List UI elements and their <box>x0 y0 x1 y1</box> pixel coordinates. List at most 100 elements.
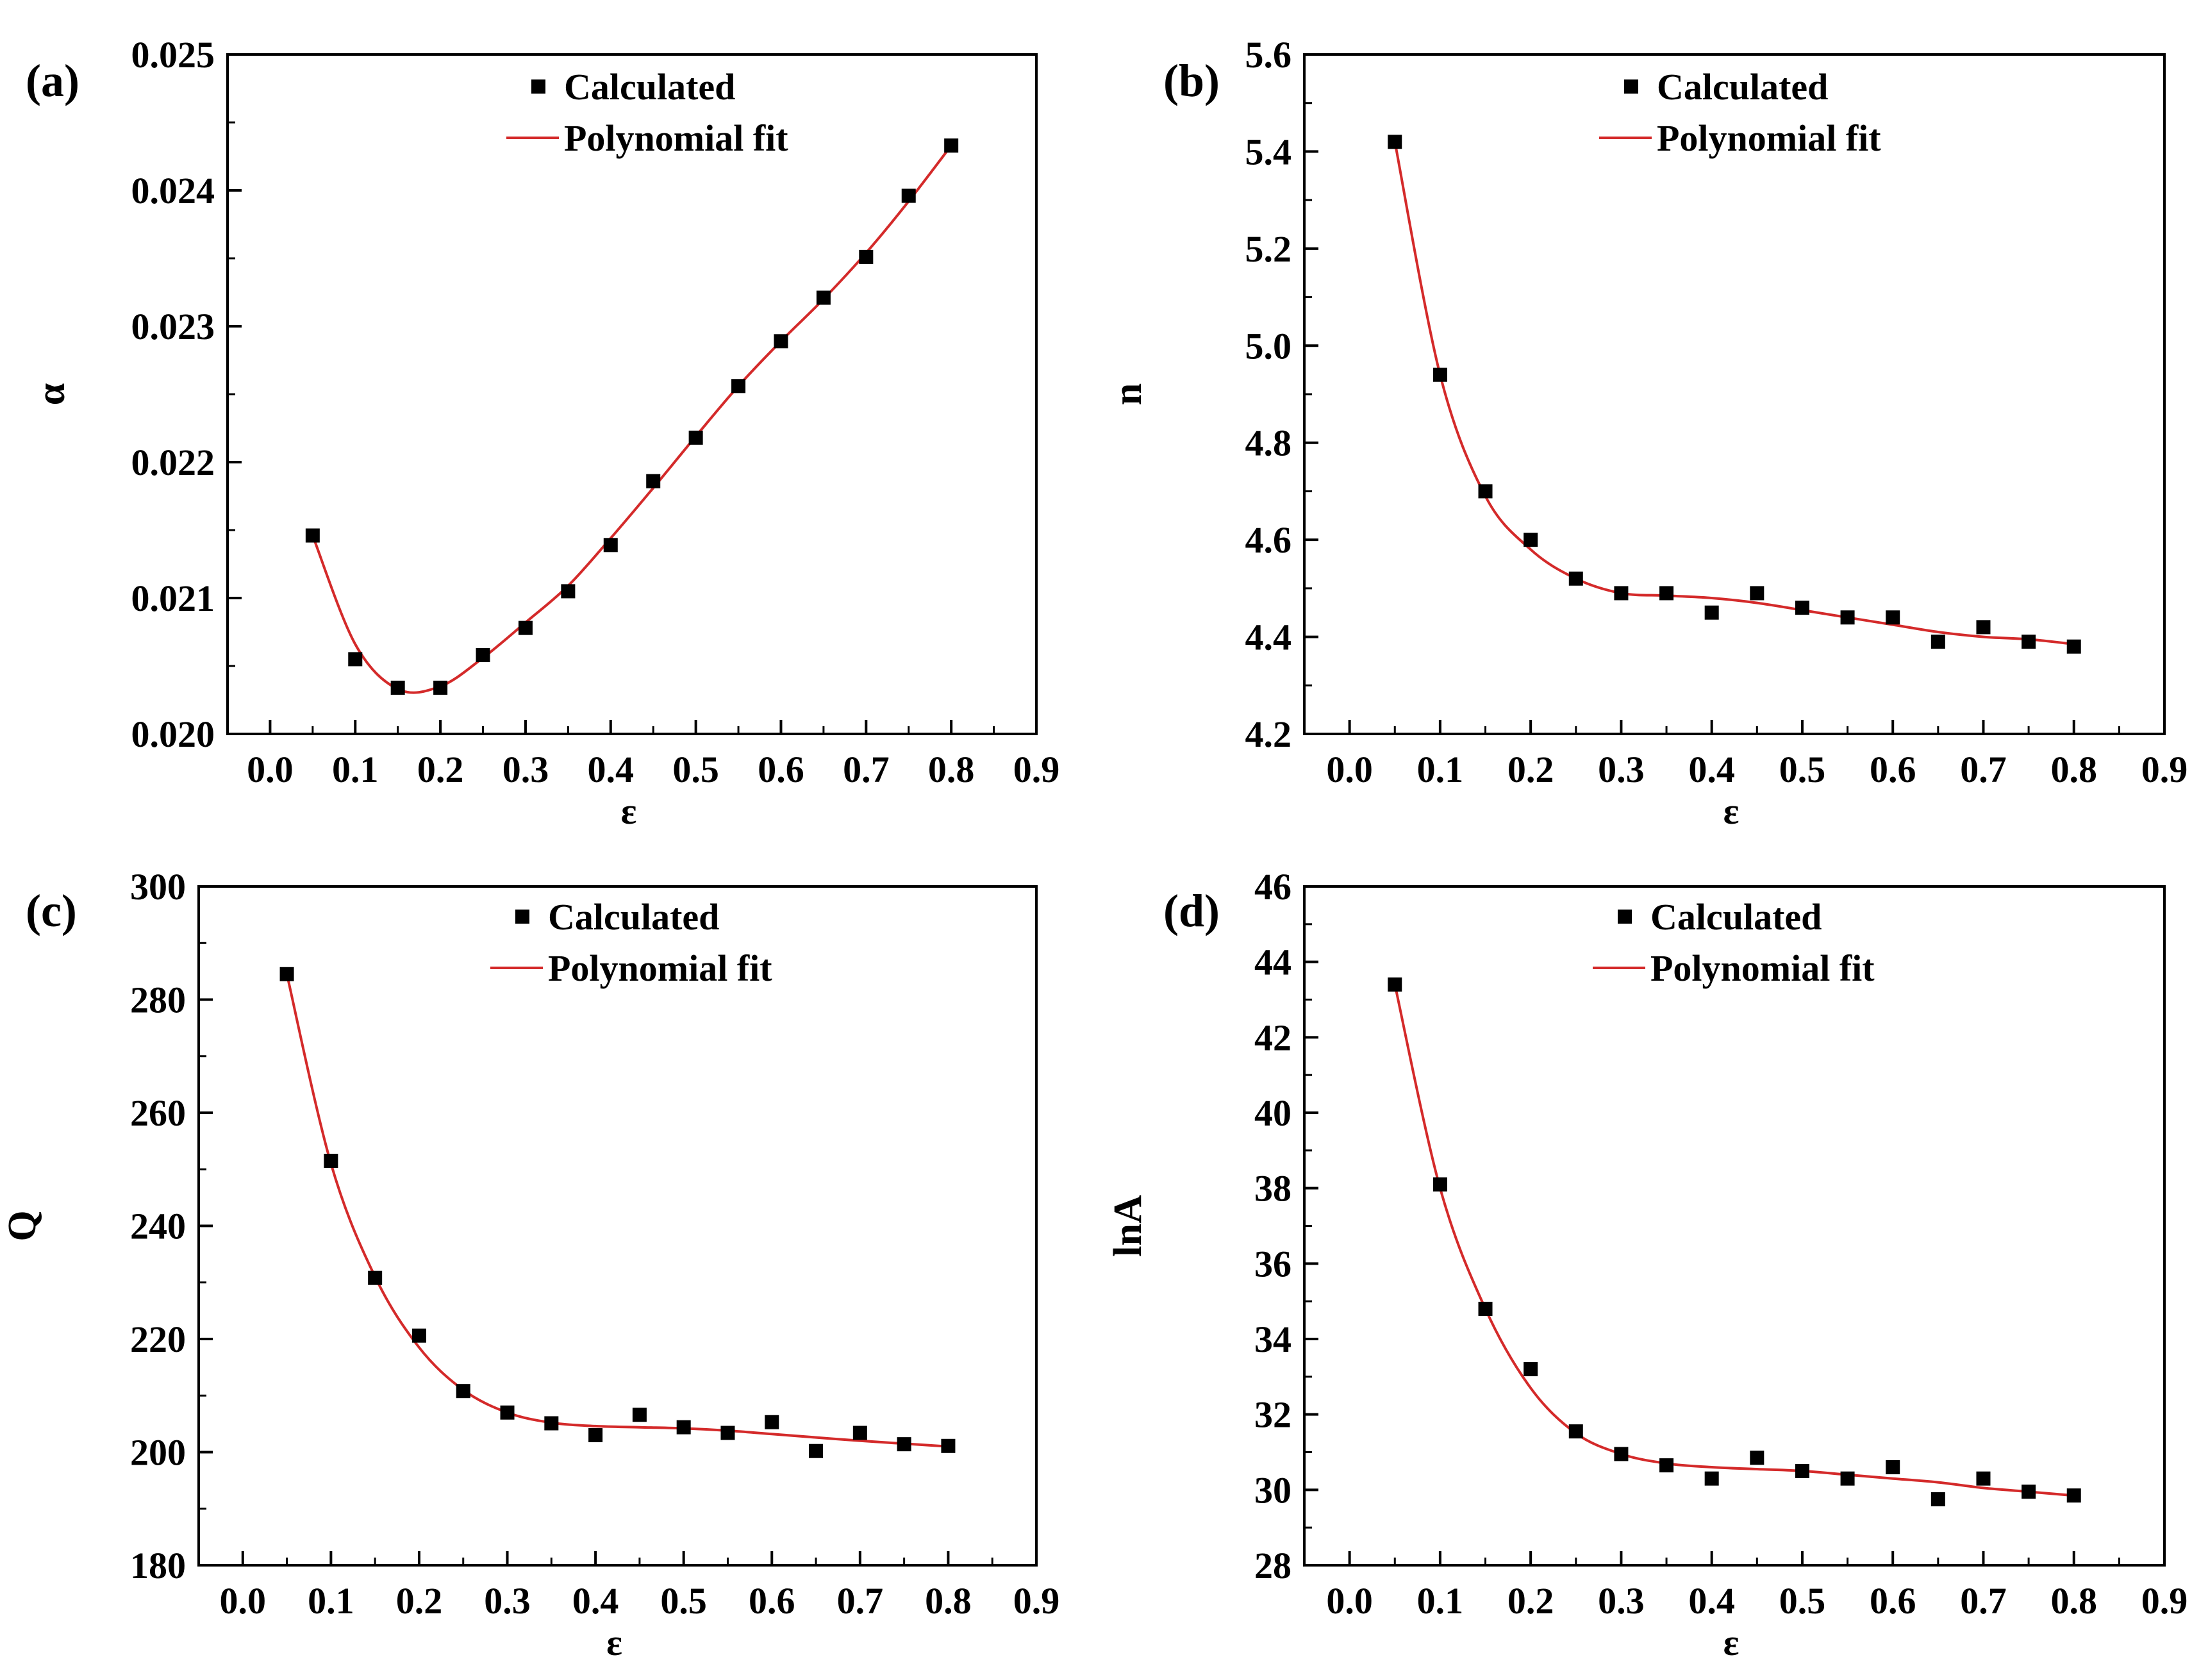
data-point <box>1388 977 1402 992</box>
data-point <box>324 1154 338 1169</box>
data-point <box>2066 639 2081 654</box>
data-point <box>544 1416 559 1431</box>
y-tick-label: 38 <box>1254 1168 1291 1210</box>
x-tick-label: 0.1 <box>1417 749 1464 790</box>
x-tick-label: 0.8 <box>925 1580 972 1622</box>
y-tick-label: 5.4 <box>1245 131 1292 172</box>
x-tick-label: 0.2 <box>396 1580 443 1622</box>
y-axis-label: n <box>1106 383 1150 405</box>
x-tick-label: 0.6 <box>749 1580 795 1622</box>
fit-curve <box>1393 984 2074 1497</box>
y-tick-label: 0.023 <box>131 306 215 347</box>
legend-label-calculated: Calculated <box>1650 896 1822 938</box>
data-point <box>774 334 788 349</box>
data-point <box>1750 1451 1764 1465</box>
x-tick-label: 0.1 <box>332 749 379 790</box>
data-point <box>279 967 294 981</box>
data-point <box>646 474 661 488</box>
data-point <box>603 538 618 553</box>
y-tick-label: 200 <box>130 1432 186 1474</box>
y-tick-label: 4.6 <box>1245 519 1292 561</box>
x-tick-label: 0.4 <box>1688 1580 1735 1622</box>
y-tick-label: 40 <box>1254 1092 1291 1134</box>
data-point <box>941 1438 956 1453</box>
data-point <box>1704 605 1719 620</box>
y-tick-label: 5.2 <box>1245 228 1292 270</box>
x-tick-label: 0.3 <box>484 1580 531 1622</box>
x-tick-label: 0.6 <box>1870 749 1916 790</box>
data-point <box>1795 1463 1809 1478</box>
x-tick-label: 0.5 <box>672 749 719 790</box>
data-point <box>1886 1460 1900 1475</box>
panel-label: (d) <box>1163 885 1220 936</box>
x-tick-label: 0.2 <box>1507 749 1554 790</box>
legend-marker-calculated <box>1624 79 1638 94</box>
x-axis-label: ε <box>606 1622 622 1663</box>
y-tick-label: 4.4 <box>1245 617 1292 658</box>
data-point <box>1568 1424 1583 1439</box>
data-point <box>390 680 405 695</box>
y-tick-label: 4.8 <box>1245 422 1292 464</box>
data-point <box>588 1428 603 1443</box>
data-point <box>1886 610 1900 625</box>
x-tick-label: 0.8 <box>2050 1580 2097 1622</box>
x-tick-label: 0.8 <box>2050 749 2097 790</box>
data-point <box>720 1426 735 1440</box>
data-point <box>1659 586 1674 601</box>
y-tick-label: 0.021 <box>131 578 215 619</box>
data-point <box>1568 571 1583 586</box>
data-point <box>1478 1301 1493 1316</box>
data-point <box>500 1405 515 1420</box>
data-point <box>852 1426 867 1440</box>
x-tick-label: 0.7 <box>1960 749 2007 790</box>
data-point <box>901 188 916 203</box>
y-tick-label: 44 <box>1254 942 1291 983</box>
panel-label: (a) <box>26 55 79 106</box>
data-point <box>456 1384 470 1399</box>
data-point <box>897 1437 911 1452</box>
y-tick-label: 260 <box>130 1092 186 1134</box>
x-tick-label: 0.4 <box>572 1580 619 1622</box>
data-point <box>1840 1471 1855 1486</box>
y-tick-label: 5.6 <box>1245 34 1292 76</box>
data-point <box>809 1443 824 1458</box>
data-point <box>816 290 831 305</box>
data-point <box>1432 367 1447 382</box>
legend-label-fit: Polynomial fit <box>1657 117 1881 159</box>
panel-label: (c) <box>26 885 77 936</box>
data-point <box>476 648 490 663</box>
legend-marker-calculated <box>1618 910 1632 924</box>
x-tick-label: 0.0 <box>1326 749 1373 790</box>
x-axis-label: ε <box>621 790 637 832</box>
x-tick-label: 0.1 <box>1417 1580 1464 1622</box>
data-point <box>859 249 874 264</box>
x-tick-label: 0.7 <box>1960 1580 2007 1622</box>
data-point <box>1478 484 1493 499</box>
legend-marker-calculated <box>531 79 545 94</box>
data-point <box>1795 601 1809 615</box>
y-tick-label: 0.020 <box>131 713 215 755</box>
data-point <box>518 620 533 635</box>
panel-label: (b) <box>1163 55 1220 106</box>
legend-label-fit: Polynomial fit <box>548 947 772 989</box>
y-tick-label: 240 <box>130 1206 186 1247</box>
y-tick-label: 32 <box>1254 1394 1291 1436</box>
x-tick-label: 0.5 <box>1779 749 1826 790</box>
y-tick-label: 0.025 <box>131 34 215 76</box>
data-point <box>433 680 448 695</box>
x-tick-label: 0.0 <box>220 1580 267 1622</box>
x-tick-label: 0.3 <box>1598 749 1645 790</box>
legend-label-fit: Polynomial fit <box>1650 947 1875 989</box>
data-point <box>2022 1485 2036 1499</box>
data-point <box>1614 586 1629 601</box>
data-point <box>688 430 703 445</box>
data-point <box>1614 1447 1629 1461</box>
legend: Calculated Polynomial fit <box>1599 66 1881 159</box>
legend: Calculated Polynomial fit <box>490 896 772 989</box>
x-tick-label: 0.9 <box>2141 749 2188 790</box>
data-point <box>1659 1458 1674 1473</box>
x-tick-label: 0.5 <box>660 1580 707 1622</box>
y-tick-label: 0.024 <box>131 170 215 212</box>
data-point <box>1976 620 1991 635</box>
y-tick-label: 4.2 <box>1245 713 1292 755</box>
